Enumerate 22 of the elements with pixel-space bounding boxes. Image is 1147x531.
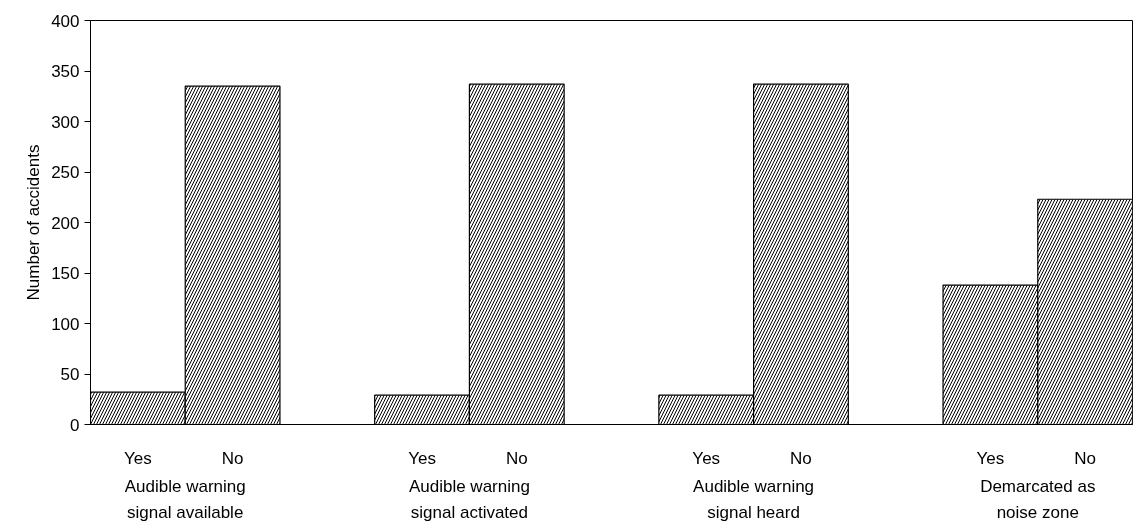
- x-tick-label: No: [221, 448, 244, 468]
- y-axis-title: Number of accidents: [24, 144, 44, 301]
- x-tick-label: Yes: [976, 448, 1005, 468]
- y-tick-label: 400: [51, 11, 80, 31]
- y-tick-label: 50: [60, 365, 80, 384]
- x-tick-label: No: [790, 448, 812, 468]
- y-tick-label: 100: [51, 314, 80, 334]
- y-tick-label: 300: [51, 112, 80, 132]
- text: Audible warning signal heard: [693, 476, 815, 523]
- x-tick-label: Yes: [408, 448, 436, 468]
- y-tick-label: 250: [51, 163, 80, 182]
- x-tick-label: No: [505, 448, 528, 468]
- text: Demarcated as noise zone: [980, 476, 1096, 523]
- y-tick-label: 350: [51, 62, 80, 81]
- x-tick-label: Yes: [124, 448, 152, 468]
- y-tick-label: 150: [51, 264, 80, 283]
- text: Audible warning signal available: [124, 476, 246, 523]
- y-tick-label: 0: [70, 415, 80, 435]
- x-tick-label: No: [1074, 448, 1097, 468]
- y-tick-label: 200: [51, 213, 80, 233]
- x-tick-label: Yes: [692, 448, 721, 468]
- text: Audible warning signal activated: [408, 476, 530, 523]
